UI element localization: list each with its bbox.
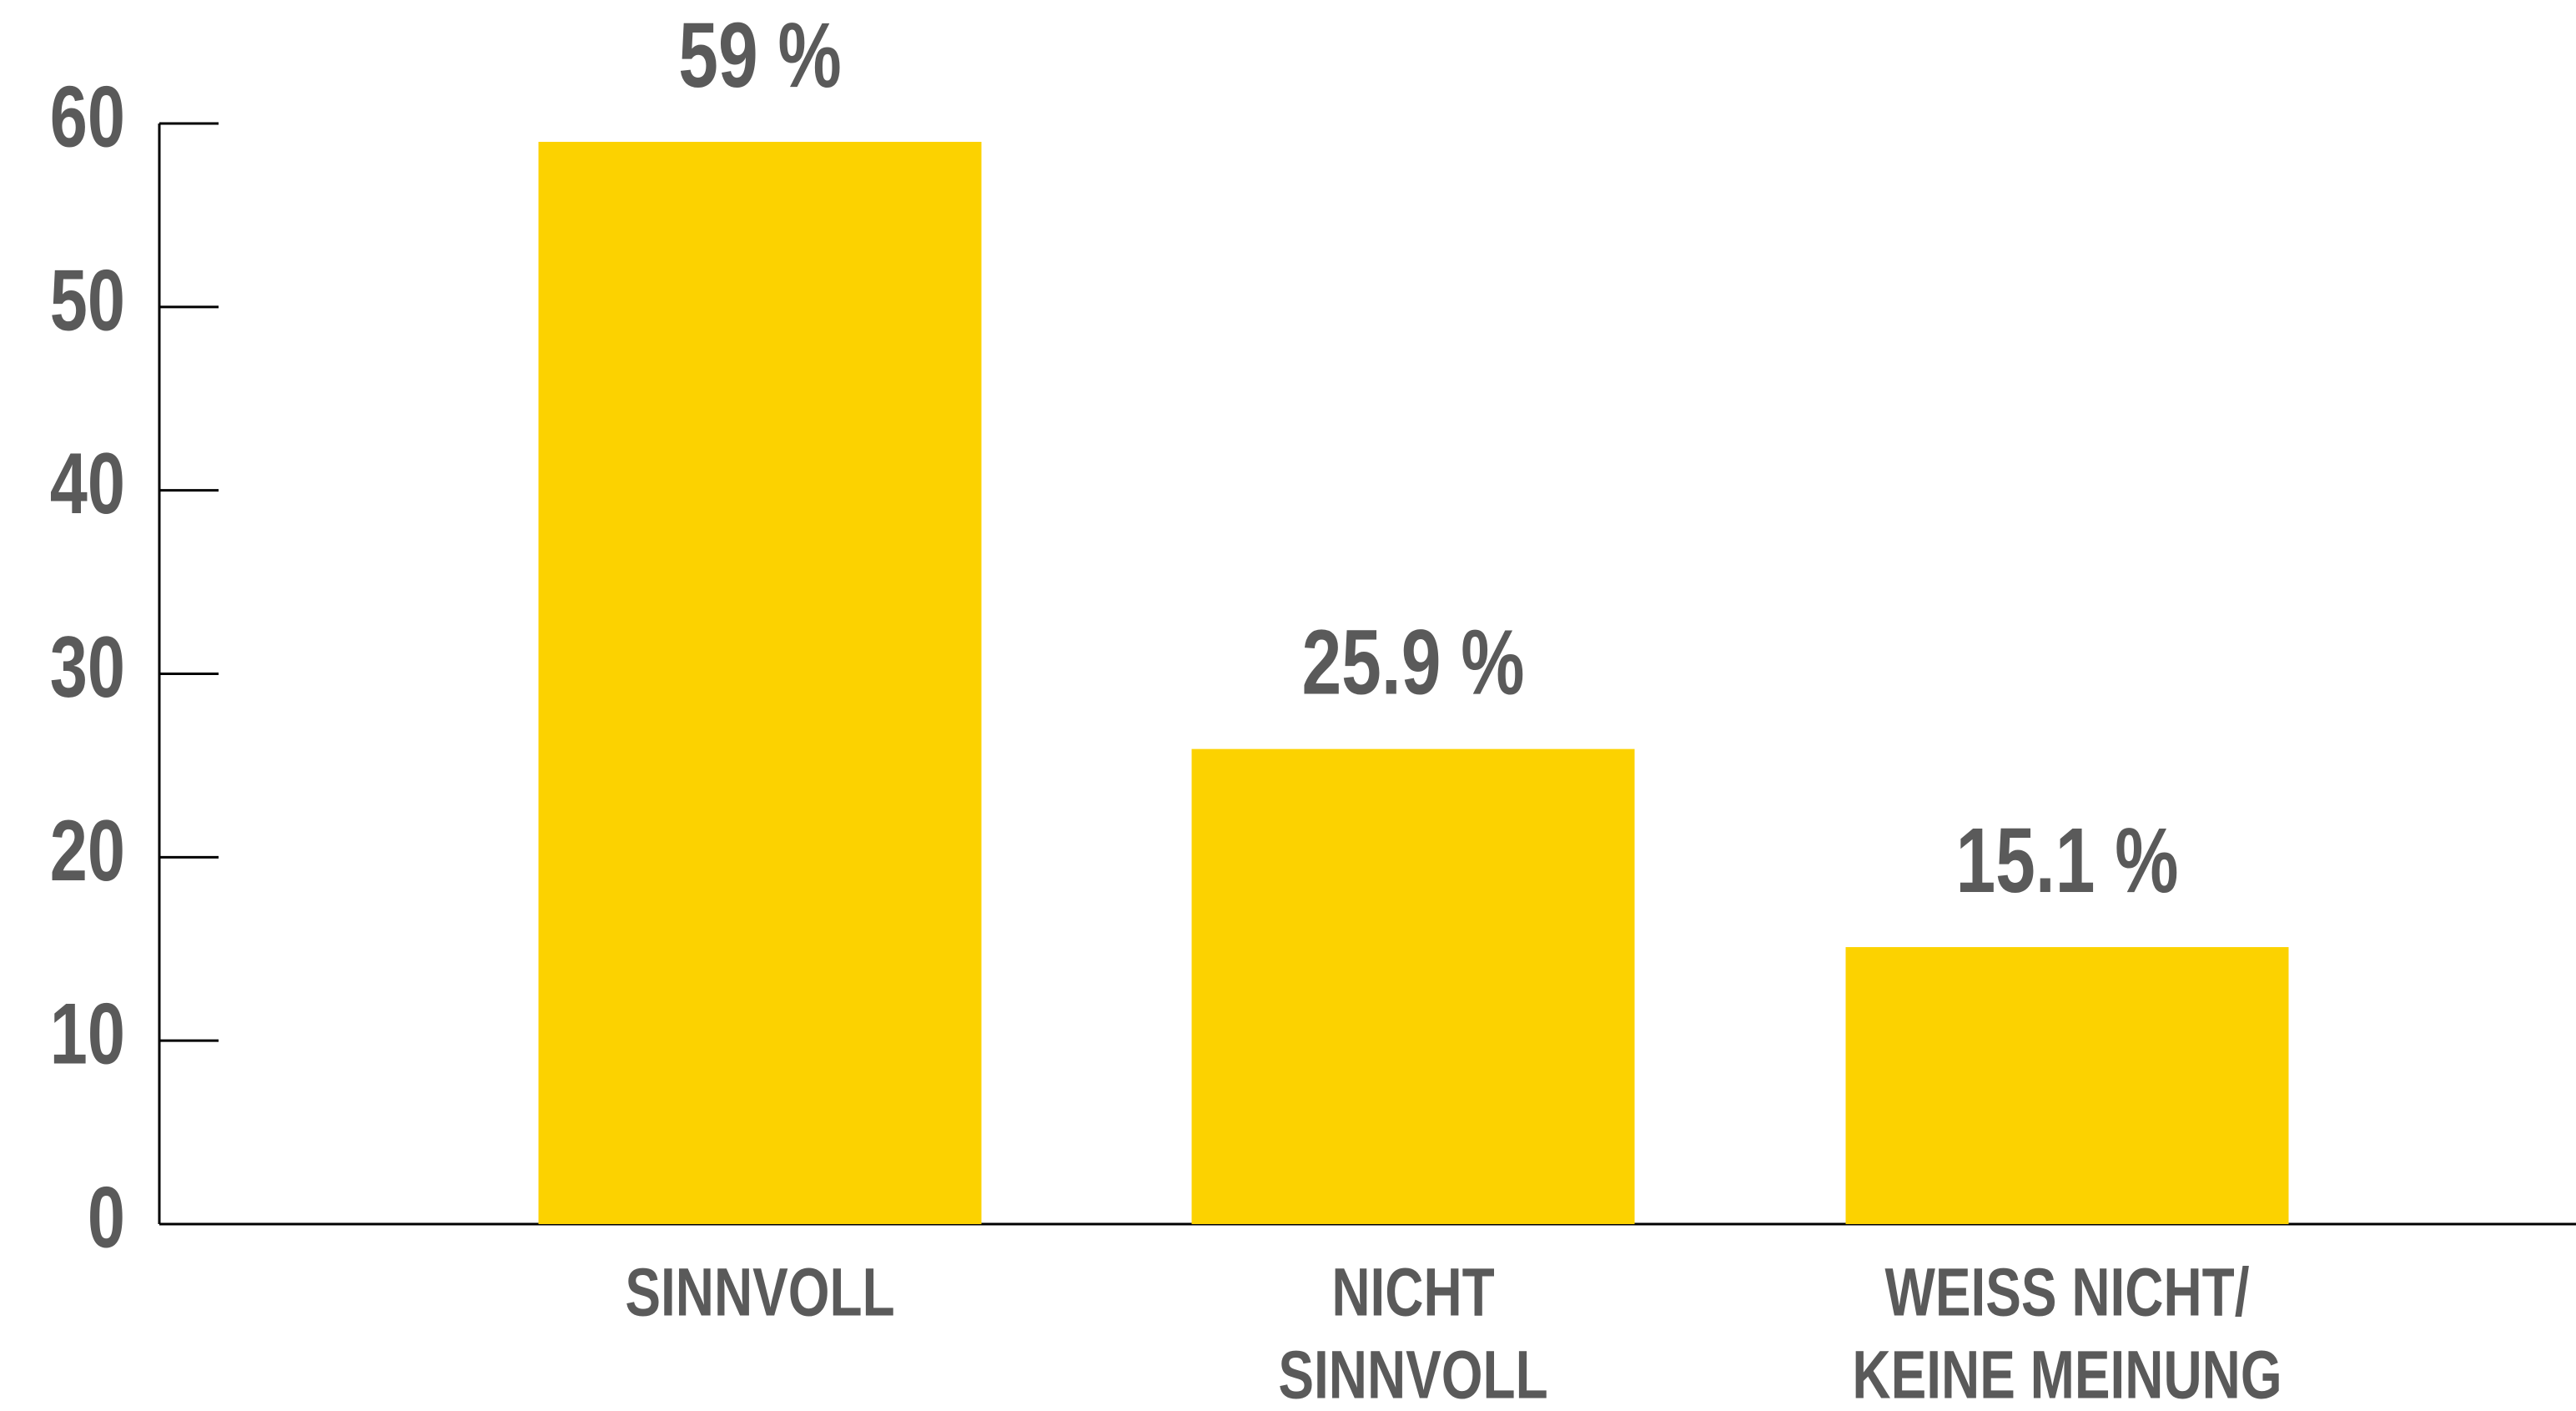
bar — [1845, 947, 2289, 1224]
y-tick-label: 60 — [50, 68, 125, 165]
value-label: 15.1 % — [1955, 809, 2178, 912]
y-tick-label: 20 — [50, 802, 125, 899]
y-tick-label: 0 — [88, 1169, 125, 1266]
x-tick-label: WEISS NICHT/ — [1885, 1253, 2250, 1331]
x-tick-label: NICHT — [1331, 1253, 1494, 1331]
y-tick-label: 40 — [50, 435, 125, 532]
bar — [538, 141, 982, 1224]
x-tick-label: SINNVOLL — [1278, 1336, 1547, 1411]
value-label: 25.9 % — [1301, 611, 1524, 713]
value-label: 59 % — [678, 4, 842, 107]
bar — [1191, 748, 1635, 1224]
y-tick-label: 10 — [50, 985, 125, 1082]
y-tick-label: 30 — [50, 618, 125, 715]
x-tick-label: SINNVOLL — [625, 1253, 894, 1331]
x-tick-label: KEINE MEINUNG — [1852, 1336, 2282, 1411]
y-tick-label: 50 — [50, 252, 125, 349]
